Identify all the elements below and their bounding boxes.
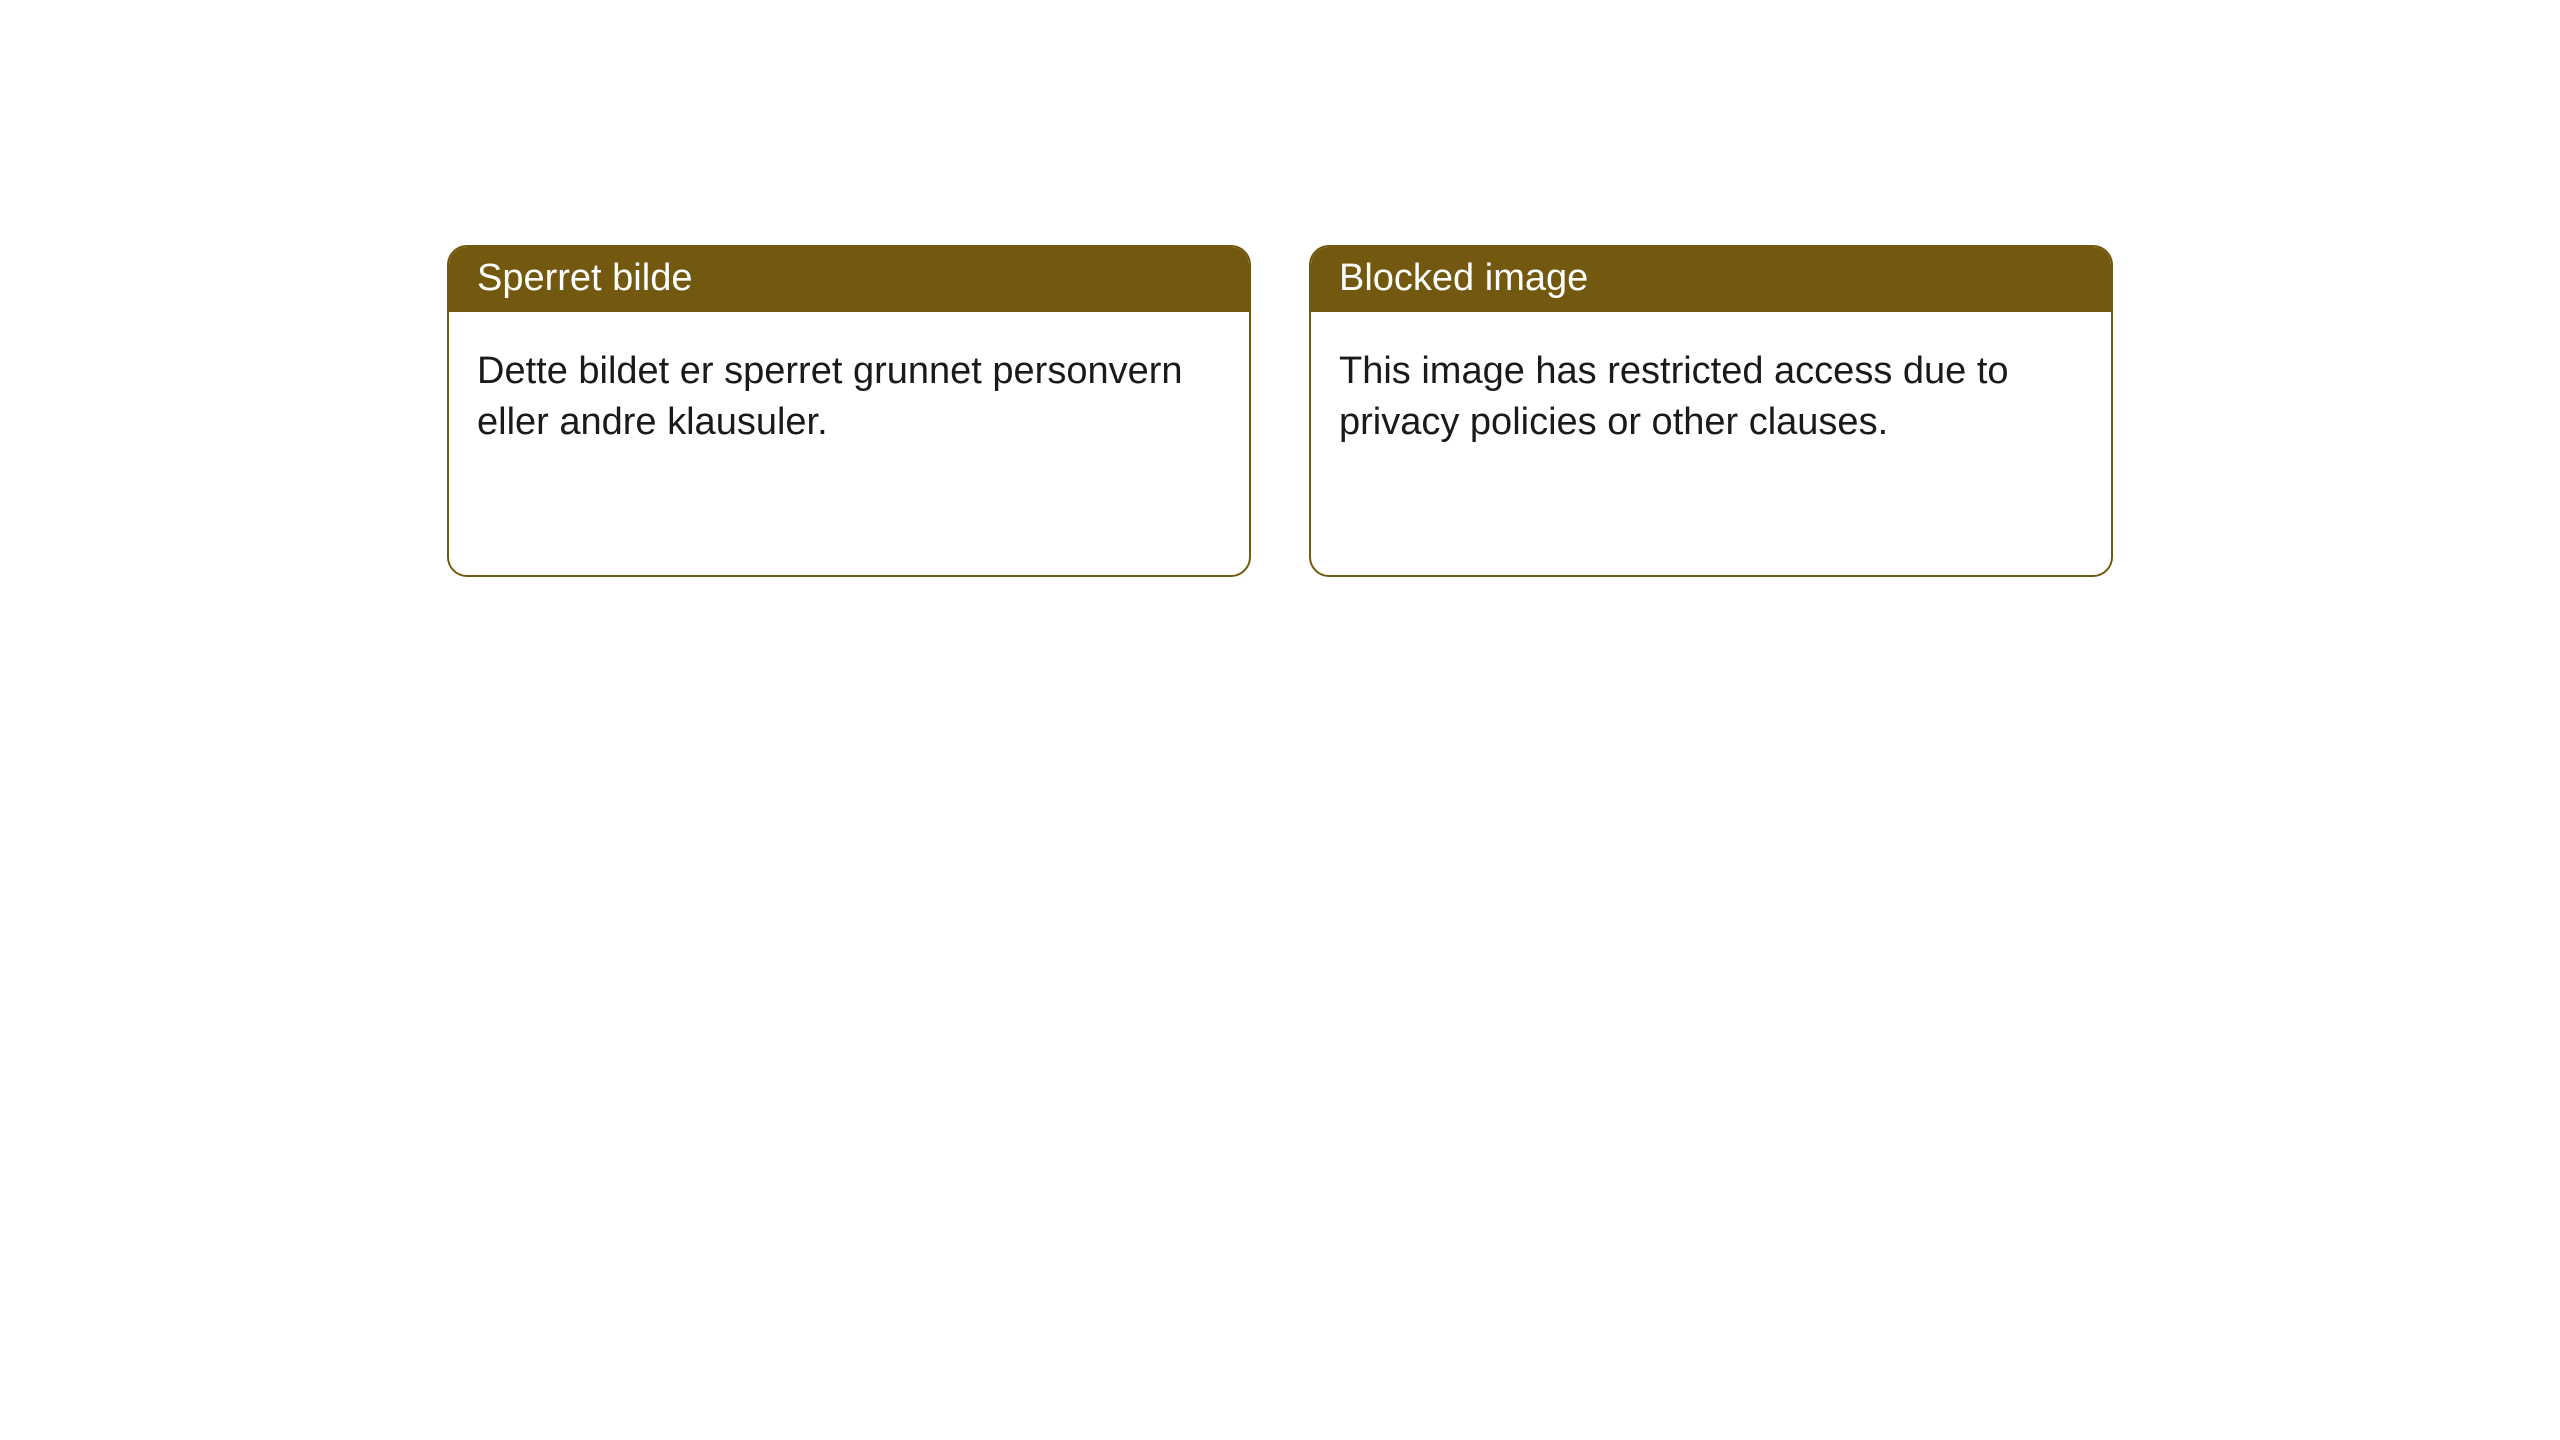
card-title-no: Sperret bilde: [477, 257, 692, 299]
card-message-no: Dette bildet er sperret grunnet personve…: [477, 350, 1183, 443]
card-header-no: Sperret bilde: [449, 247, 1249, 312]
card-body-no: Dette bildet er sperret grunnet personve…: [449, 312, 1249, 483]
blocked-image-notice-en: Blocked image This image has restricted …: [1309, 245, 2113, 577]
notice-container: Sperret bilde Dette bildet er sperret gr…: [0, 0, 2560, 577]
card-header-en: Blocked image: [1311, 247, 2111, 312]
blocked-image-notice-no: Sperret bilde Dette bildet er sperret gr…: [447, 245, 1251, 577]
card-body-en: This image has restricted access due to …: [1311, 312, 2111, 483]
card-title-en: Blocked image: [1339, 257, 1588, 299]
card-message-en: This image has restricted access due to …: [1339, 350, 2009, 443]
